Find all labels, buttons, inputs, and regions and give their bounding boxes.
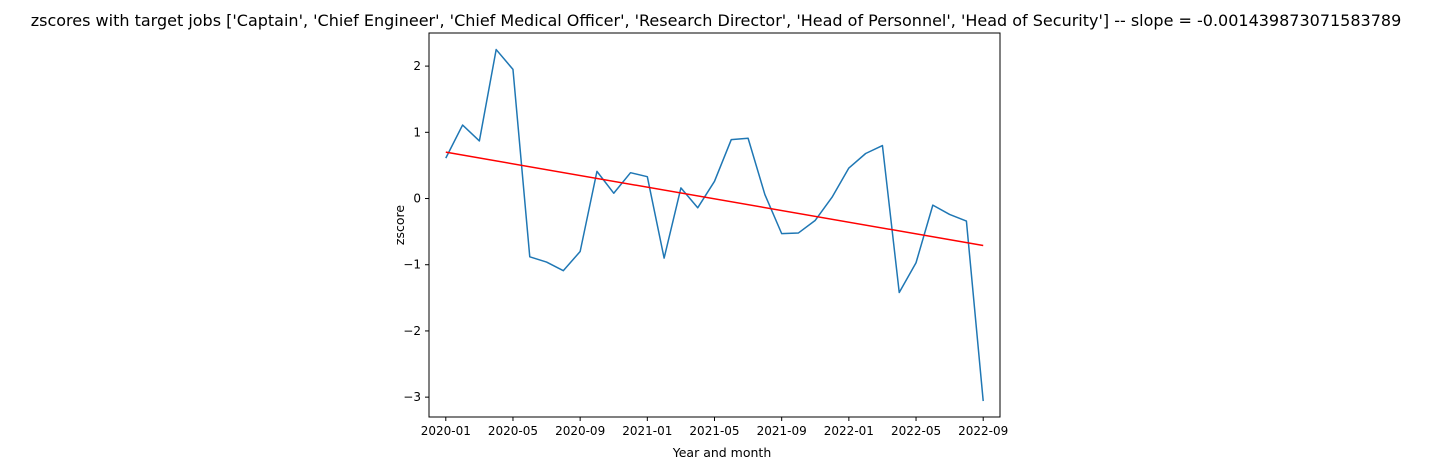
x-tick-label: 2021-05	[689, 424, 739, 438]
x-tick-label: 2021-01	[622, 424, 672, 438]
x-tick-label: 2020-01	[421, 424, 471, 438]
x-tick-label: 2022-09	[958, 424, 1008, 438]
y-tick-label: 2	[413, 59, 421, 73]
chart-title: zscores with target jobs ['Captain', 'Ch…	[31, 11, 1402, 30]
x-tick-label: 2020-09	[555, 424, 605, 438]
x-axis-label: Year and month	[672, 445, 772, 460]
x-tick-label: 2020-05	[488, 424, 538, 438]
y-axis: −3 −2 −1 0 1 2	[403, 59, 429, 404]
x-tick-label: 2022-05	[891, 424, 941, 438]
y-tick-label: 0	[413, 192, 421, 206]
x-axis: 2020-01 2020-05 2020-09 2021-01 2021-05 2021-…	[421, 417, 1008, 438]
trend-line	[445, 151, 984, 247]
y-tick-label: 1	[413, 125, 421, 139]
zscore-line	[445, 48, 984, 402]
y-axis-label: zscore	[392, 205, 407, 245]
y-tick-label: −3	[403, 390, 421, 404]
y-tick-label: −1	[403, 258, 421, 272]
plot-area	[445, 48, 984, 402]
x-tick-label: 2021-09	[757, 424, 807, 438]
y-tick-label: −2	[403, 324, 421, 338]
x-tick-label: 2022-01	[824, 424, 874, 438]
